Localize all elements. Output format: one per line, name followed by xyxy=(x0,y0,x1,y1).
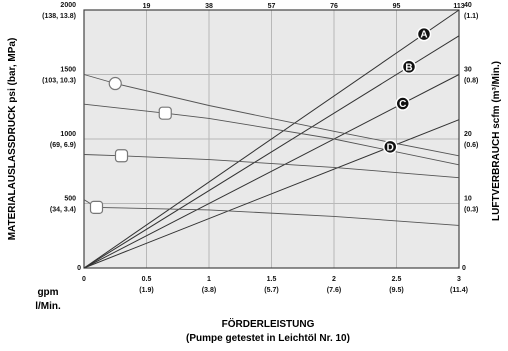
curve-label-c: C xyxy=(399,99,406,110)
x-axis-title: FÖRDERLEISTUNG xyxy=(222,317,315,330)
y-tick-sublabel-right: (1.1) xyxy=(464,13,478,20)
x-tick-sublabel: (11.4) xyxy=(450,287,468,294)
y-tick-label-left: 1000 xyxy=(60,131,76,138)
y-tick-sublabel-left: (34, 3.4) xyxy=(50,207,76,214)
x-tick-sublabel: (3.8) xyxy=(202,287,216,294)
curve-label-b: B xyxy=(405,62,412,73)
top-tick-label: 95 xyxy=(393,3,401,10)
curve-label-badge-d xyxy=(383,139,398,155)
x-tick-label: 2.5 xyxy=(392,276,402,283)
top-tick-label: 38 xyxy=(205,3,213,10)
y-tick-label-right: 0 xyxy=(462,265,466,272)
y-axis-title-left: MATERIALAUSLASSDRUCK psi (bar, MPa) xyxy=(7,38,18,241)
top-tick-label: 76 xyxy=(330,3,338,10)
pressure-marker-1 xyxy=(108,76,122,91)
y-tick-sublabel-right: (0.6) xyxy=(464,142,478,149)
curve-label-d: D xyxy=(387,142,394,153)
y-tick-sublabel-right: (0.8) xyxy=(464,78,478,85)
pressure-curve-3 xyxy=(83,154,460,179)
curve-label-badge-b xyxy=(401,59,417,75)
curves xyxy=(83,9,460,269)
x-tick-label: 1 xyxy=(207,276,211,283)
x-tick-label: 2 xyxy=(332,276,336,283)
y-tick-label-right: 40 xyxy=(464,2,472,9)
x-tick-sublabel: (9.5) xyxy=(389,287,403,294)
y-tick-label-left: 1500 xyxy=(60,67,76,74)
y-tick-label-left: 0 xyxy=(77,265,81,272)
curve-label-badge-c xyxy=(395,96,410,111)
y-axis-title-right: LUFTVERBRAUCH scfm (m³/Min.) xyxy=(491,61,502,221)
x-axis-subtitle: (Pumpe getestet in Leichtöl Nr. 10) xyxy=(186,333,350,344)
y-tick-label-right: 30 xyxy=(464,67,472,74)
top-tick-label: 57 xyxy=(268,3,276,10)
x-unit-label-lmin: l/Min. xyxy=(35,301,61,312)
pressure-marker-4 xyxy=(89,200,104,214)
y-tick-sublabel-right: (0.3) xyxy=(464,207,478,214)
air-curve-b xyxy=(83,35,460,269)
y-tick-sublabel-left: (138, 13.8) xyxy=(42,13,76,20)
x-unit-label-gpm: gpm xyxy=(37,287,58,298)
pressure-curve-1 xyxy=(83,74,460,157)
y-tick-sublabel-left: (69, 6.9) xyxy=(50,142,76,149)
y-tick-label-right: 10 xyxy=(464,196,472,203)
plot-frame xyxy=(83,9,460,269)
y-tick-label-left: 500 xyxy=(64,196,76,203)
y-tick-sublabel-left: (103, 10.3) xyxy=(42,78,76,85)
y-tick-label-right: 20 xyxy=(464,131,472,138)
markers: A B C D xyxy=(89,26,432,214)
x-tick-label: 3 xyxy=(457,276,461,283)
curve-label-badge-a xyxy=(416,26,432,42)
x-tick-label: 0.5 xyxy=(142,276,152,283)
ticks: 0 0.5 (1.9) 1 (3.8) 1.5 (5.7) 2 (7.6) 2.5 (9.5) 3 (1… xyxy=(42,2,478,294)
x-tick-label: 1.5 xyxy=(267,276,277,283)
x-tick-sublabel: (1.9) xyxy=(139,287,153,294)
air-curve-a xyxy=(83,9,460,269)
x-tick-sublabel: (7.6) xyxy=(327,287,341,294)
y-tick-label-left: 2000 xyxy=(60,2,76,9)
curve-label-a: A xyxy=(420,30,427,41)
pressure-curve-2 xyxy=(83,103,460,166)
top-tick-label: 113 xyxy=(453,3,464,10)
top-tick-label: 19 xyxy=(143,3,151,10)
x-tick-sublabel: (5.7) xyxy=(264,287,278,294)
pressure-marker-2 xyxy=(158,106,172,120)
pressure-marker-3 xyxy=(114,149,129,163)
x-tick-label: 0 xyxy=(82,276,86,283)
